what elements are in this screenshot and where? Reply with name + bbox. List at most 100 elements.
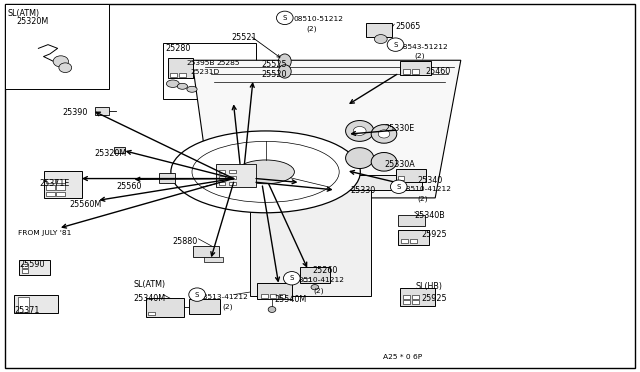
Ellipse shape: [311, 285, 319, 290]
Text: S: S: [290, 275, 294, 281]
Bar: [148, 312, 155, 315]
Bar: [403, 69, 410, 74]
Bar: [56, 179, 65, 183]
Polygon shape: [250, 190, 371, 296]
Bar: [159, 173, 175, 183]
Ellipse shape: [278, 65, 291, 78]
Bar: [44, 171, 82, 198]
Text: 08513-41212: 08513-41212: [198, 294, 248, 300]
Text: (2): (2): [314, 287, 324, 294]
Bar: [114, 147, 125, 153]
Text: 25925: 25925: [421, 230, 447, 239]
Ellipse shape: [346, 148, 374, 169]
Text: 25371: 25371: [14, 306, 40, 315]
Bar: [14, 295, 58, 313]
Text: (2): (2): [417, 196, 428, 202]
Bar: [303, 278, 310, 281]
Ellipse shape: [192, 141, 339, 202]
Ellipse shape: [278, 54, 291, 69]
Text: SL(ATM): SL(ATM): [133, 280, 165, 289]
Text: (2): (2): [415, 53, 426, 59]
Bar: [179, 73, 186, 77]
Polygon shape: [192, 60, 461, 198]
Text: 25285: 25285: [216, 60, 240, 65]
Text: 25560: 25560: [116, 182, 142, 191]
Text: 25390: 25390: [63, 108, 88, 117]
Bar: [170, 73, 177, 77]
Text: (2): (2): [306, 25, 317, 32]
Bar: [95, 107, 109, 115]
Text: S: S: [397, 184, 401, 190]
Bar: [193, 246, 219, 257]
Text: 25521: 25521: [232, 33, 257, 42]
Bar: [279, 294, 285, 298]
Text: 25330E: 25330E: [384, 124, 414, 132]
Text: 25260: 25260: [312, 266, 338, 275]
Bar: [400, 61, 431, 75]
Bar: [229, 176, 236, 179]
Text: 25540M: 25540M: [274, 295, 306, 304]
Bar: [398, 230, 429, 245]
Text: S: S: [283, 15, 287, 21]
Text: 08510-41212: 08510-41212: [402, 186, 452, 192]
Bar: [412, 300, 419, 304]
Text: 25330A: 25330A: [384, 160, 415, 169]
Bar: [56, 185, 65, 190]
Bar: [46, 192, 55, 196]
Ellipse shape: [390, 180, 407, 193]
Ellipse shape: [171, 131, 360, 213]
Text: 25460: 25460: [426, 67, 451, 76]
Ellipse shape: [187, 86, 197, 92]
Bar: [19, 260, 50, 275]
Ellipse shape: [371, 125, 397, 143]
Ellipse shape: [276, 11, 293, 25]
Text: 25395B: 25395B: [187, 60, 216, 65]
Bar: [403, 295, 410, 299]
Ellipse shape: [393, 181, 401, 185]
Text: 08510-51212: 08510-51212: [293, 16, 343, 22]
Bar: [46, 179, 55, 183]
Bar: [257, 283, 292, 299]
Text: 25340B: 25340B: [415, 211, 445, 220]
Text: 25280: 25280: [165, 44, 191, 53]
Text: 25525: 25525: [261, 60, 287, 68]
Bar: [412, 69, 419, 74]
Bar: [163, 43, 256, 99]
Text: A25 * 0 6P: A25 * 0 6P: [383, 354, 422, 360]
Ellipse shape: [166, 80, 179, 87]
Bar: [46, 185, 55, 190]
Text: (2): (2): [223, 303, 234, 310]
Text: 25371E: 25371E: [40, 179, 70, 187]
Ellipse shape: [59, 63, 72, 73]
Text: 25520: 25520: [261, 70, 287, 79]
Bar: [22, 264, 28, 268]
Ellipse shape: [237, 160, 294, 184]
Bar: [219, 182, 225, 185]
Ellipse shape: [387, 38, 404, 51]
Bar: [410, 239, 417, 243]
Bar: [366, 23, 392, 37]
Bar: [219, 176, 225, 179]
Bar: [398, 215, 425, 226]
Text: S: S: [394, 42, 397, 48]
Text: 08510-41212: 08510-41212: [294, 277, 344, 283]
Text: 25320M: 25320M: [95, 149, 127, 158]
Text: 25231D: 25231D: [191, 69, 220, 75]
Text: 25880: 25880: [173, 237, 198, 246]
Bar: [146, 298, 184, 317]
Bar: [229, 182, 236, 185]
Bar: [229, 170, 236, 173]
Text: FROM JULY '81: FROM JULY '81: [18, 230, 71, 236]
Text: 25065: 25065: [396, 22, 421, 31]
Text: S: S: [195, 292, 199, 298]
Text: 25340M: 25340M: [133, 294, 165, 303]
Bar: [396, 169, 426, 182]
Text: SL(ATM): SL(ATM): [8, 9, 40, 18]
Ellipse shape: [284, 272, 300, 285]
Text: 25590: 25590: [19, 260, 45, 269]
Bar: [56, 192, 65, 196]
Ellipse shape: [371, 153, 397, 171]
Ellipse shape: [268, 307, 276, 312]
Bar: [168, 58, 193, 78]
Ellipse shape: [378, 130, 390, 138]
